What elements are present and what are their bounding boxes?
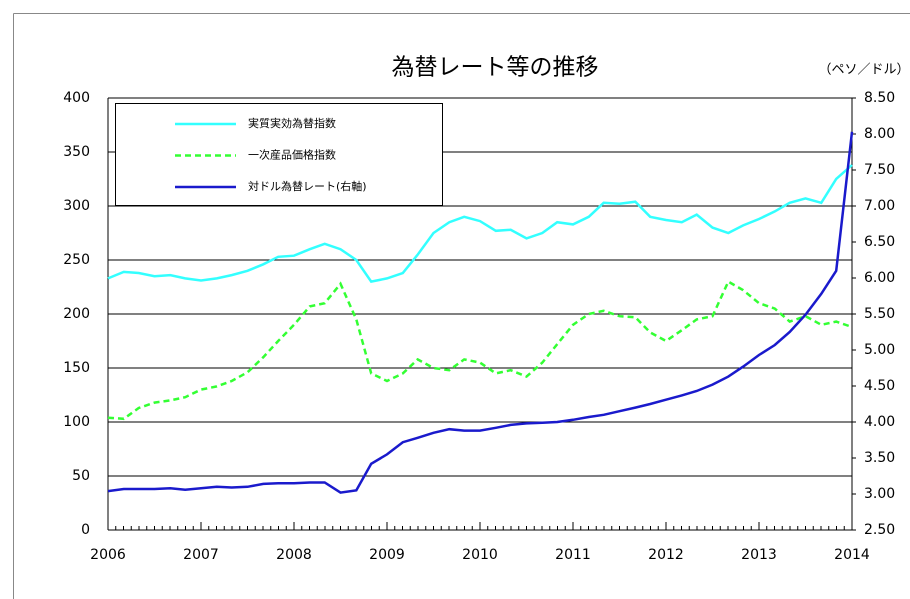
y-tick-label: 300 [63, 198, 90, 214]
y2-tick-label: 7.00 [864, 198, 895, 214]
y-tick-label: 200 [63, 306, 90, 322]
y2-tick-label: 5.50 [864, 306, 895, 322]
y-tick-label: 350 [63, 144, 90, 160]
y2-tick-label: 3.50 [864, 450, 895, 466]
x-tick-label: 2010 [462, 547, 498, 563]
x-tick-label: 2007 [183, 547, 219, 563]
x-tick-label: 2013 [741, 547, 777, 563]
series-line [107, 131, 854, 494]
legend-label: 実質実効為替指数 [248, 116, 336, 130]
y2-tick-label: 7.50 [864, 162, 895, 178]
legend-label: 一次産品価格指数 [248, 148, 336, 162]
y2-tick-label: 4.00 [864, 414, 895, 430]
y2-tick-label: 6.00 [864, 270, 895, 286]
legend-box [115, 103, 443, 206]
y2-tick-label: 5.00 [864, 342, 895, 358]
y-tick-label: 250 [63, 252, 90, 268]
y2-tick-label: 8.00 [864, 126, 895, 142]
y-tick-label: 100 [63, 414, 90, 430]
y2-axis-label: （ペソ／ドル） [818, 63, 909, 78]
x-tick-label: 2012 [648, 547, 684, 563]
y-tick-label: 400 [63, 90, 90, 106]
series-line [107, 279, 853, 421]
y2-tick-label: 8.50 [864, 90, 895, 106]
x-tick-label: 2008 [276, 547, 312, 563]
x-tick-label: 2011 [555, 547, 591, 563]
y-tick-label: 150 [63, 360, 90, 376]
x-tick-label: 2014 [834, 547, 870, 563]
x-tick-label: 2006 [90, 547, 126, 563]
y2-tick-label: 2.50 [864, 522, 895, 538]
y-tick-label: 0 [81, 522, 90, 538]
y-tick-label: 50 [72, 468, 90, 484]
y2-tick-label: 6.50 [864, 234, 895, 250]
chart-title: 為替レート等の推移 [392, 55, 599, 81]
y2-tick-label: 4.50 [864, 378, 895, 394]
series-line [107, 164, 853, 283]
y2-tick-label: 3.00 [864, 486, 895, 502]
x-tick-label: 2009 [369, 547, 405, 563]
legend-label: 対ドル為替レート(右軸) [248, 179, 367, 193]
